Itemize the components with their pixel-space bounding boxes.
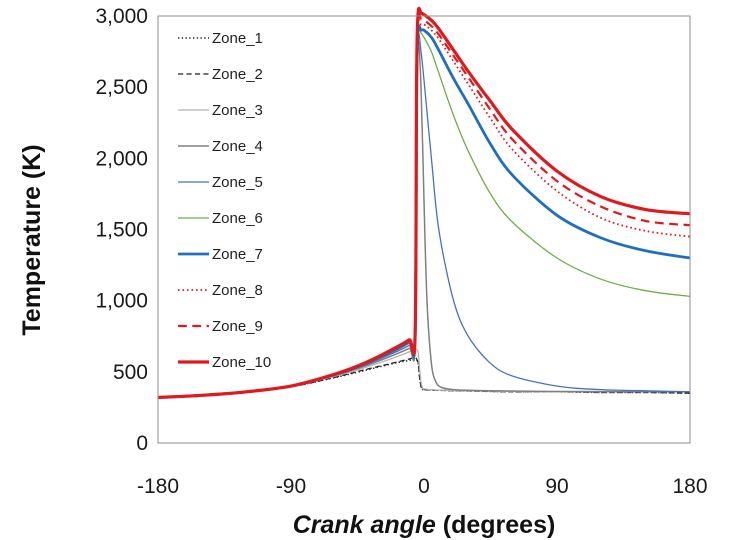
y-tick-label: 2,000 [95,147,148,170]
y-tick-label: 3,000 [95,5,148,28]
y-axis-ticks: 0 500 1,000 1,500 2,000 2,500 3,000 [95,5,148,455]
y-axis-title: Temperature (K) [18,144,46,335]
series-lines [157,6,691,400]
y-tick-label: 1,000 [95,290,148,313]
y-tick-label: 500 [113,361,148,384]
legend-label: Zone_3 [212,102,263,119]
x-tick-label: -90 [276,475,306,498]
x-tick-label: -180 [137,475,179,498]
legend-label: Zone_2 [212,66,263,83]
legend-label: Zone_10 [212,354,271,371]
legend-label: Zone_4 [212,138,263,155]
legend-label: Zone_6 [212,210,263,227]
legend: Zone_1 Zone_2 Zone_3 Zone_4 Zone_5 Zone_6 Zone… [178,30,271,371]
x-axis-title-unit: (degrees) [436,511,555,539]
x-tick-label: 180 [672,475,707,498]
legend-label: Zone_7 [212,246,263,263]
y-tick-label: 2,500 [95,76,148,99]
plot-area-frame [157,15,691,444]
x-tick-label: 0 [418,475,430,498]
legend-label: Zone_1 [212,30,263,47]
x-axis-title-italic: Crank angle [293,511,436,539]
legend-label: Zone_9 [212,318,263,335]
y-tick-label: 0 [136,432,148,455]
x-axis-ticks: -180 -90 0 90 180 [137,475,708,498]
y-tick-label: 1,500 [95,219,148,242]
x-tick-label: 90 [545,475,568,498]
legend-label: Zone_8 [212,282,263,299]
series-line [157,6,691,400]
legend-label: Zone_5 [212,174,263,191]
x-axis-title: Crank angle (degrees) [293,511,556,539]
